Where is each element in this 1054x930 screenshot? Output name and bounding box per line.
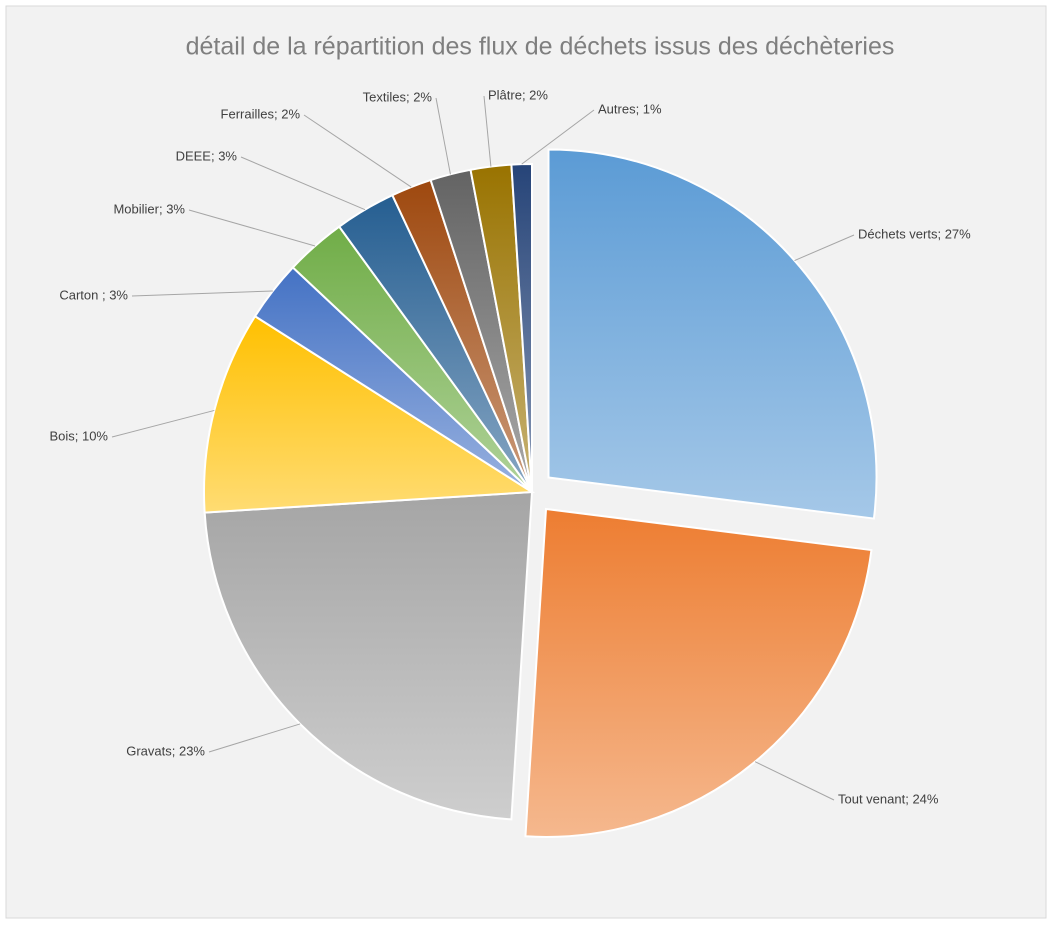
data-label: Plâtre; 2% — [488, 87, 548, 102]
leader-line — [111, 409, 215, 438]
leader-line — [188, 209, 316, 247]
data-label: Ferrailles; 2% — [221, 106, 301, 121]
pie-slice — [547, 148, 878, 520]
leader-line — [303, 114, 412, 188]
data-label: Tout venant; 24% — [838, 791, 939, 806]
data-label: Déchets verts; 27% — [858, 226, 971, 241]
data-label: Autres; 1% — [598, 101, 662, 116]
leader-line — [435, 97, 451, 175]
leader-line — [131, 290, 273, 297]
data-label: Carton ; 3% — [59, 287, 128, 302]
data-label: Gravats; 23% — [126, 743, 205, 758]
data-label: Bois; 10% — [49, 428, 108, 443]
pie-slice — [524, 507, 873, 838]
chart-title: détail de la répartition des flux de déc… — [186, 33, 895, 61]
leader-line — [521, 109, 595, 165]
leader-line — [208, 723, 301, 753]
data-label: Textiles; 2% — [363, 89, 433, 104]
data-label: DEEE; 3% — [176, 148, 238, 163]
leader-line — [483, 95, 492, 167]
leader-line — [240, 156, 366, 211]
data-label: Mobilier; 3% — [113, 201, 185, 216]
leader-line — [794, 234, 855, 262]
leader-line — [754, 761, 835, 801]
